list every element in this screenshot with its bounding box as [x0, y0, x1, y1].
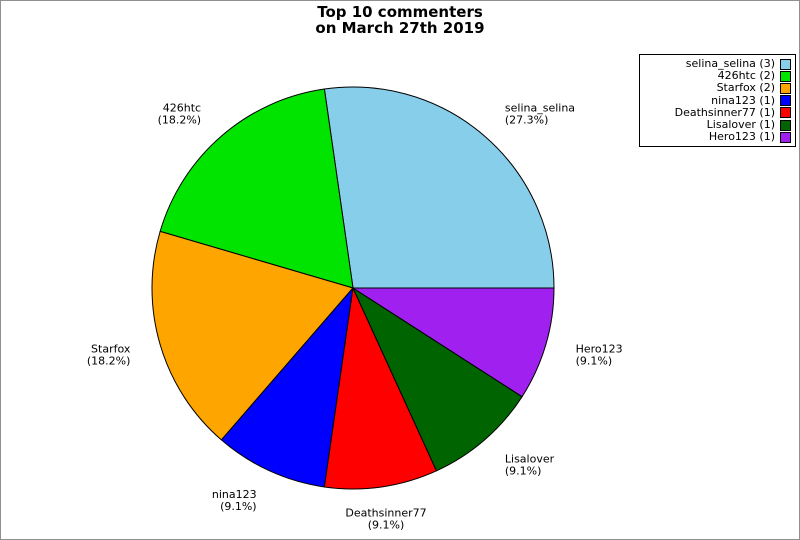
- legend-label: Starfox (2): [716, 81, 775, 95]
- legend-row-Hero123: Hero123 (1): [644, 130, 791, 144]
- slice-label-nina123: nina123 (9.1%): [212, 488, 257, 513]
- slice-label-selina_selina: selina_selina (27.3%): [505, 102, 575, 127]
- legend-label: 426htc (2): [717, 69, 775, 83]
- legend-row-Deathsinner77: Deathsinner77 (1): [644, 105, 791, 119]
- legend-row-Starfox: Starfox (2): [644, 82, 791, 94]
- slice-label-Deathsinner77: Deathsinner77 (9.1%): [345, 507, 426, 532]
- legend-label: Deathsinner77 (1): [674, 105, 775, 119]
- legend-label: Hero123 (1): [708, 130, 775, 144]
- legend-swatch-icon: [780, 119, 791, 131]
- legend-swatch-icon: [780, 58, 791, 70]
- slice-label-426htc: 426htc (18.2%): [158, 102, 202, 127]
- legend-row-426htc: 426htc (2): [644, 69, 791, 83]
- chart-title-line2: on March 27th 2019: [315, 19, 485, 37]
- chart-title-line1: Top 10 commenters: [317, 3, 483, 21]
- legend-row-Lisalover: Lisalover (1): [644, 117, 791, 131]
- legend-swatch-icon: [780, 82, 791, 94]
- pie-slice-Lisalover: [352, 287, 523, 472]
- slice-label-Lisalover: Lisalover (9.1%): [505, 452, 555, 477]
- pie-slice-nina123: [220, 287, 354, 488]
- legend-label: selina_selina (3): [685, 57, 775, 70]
- legend-row-nina123: nina123 (1): [644, 93, 791, 107]
- slice-label-Starfox: Starfox (18.2%): [87, 342, 131, 367]
- legend-label: Lisalover (1): [706, 117, 775, 131]
- legend-label: nina123 (1): [711, 93, 775, 107]
- legend-swatch-icon: [780, 131, 791, 143]
- legend-swatch-icon: [780, 70, 791, 82]
- pie-slice-426htc: [159, 88, 354, 289]
- legend: selina_selina (3) 426htc (2) Starfox (2) ni…: [639, 54, 796, 148]
- slice-label-Hero123: Hero123 (9.1%): [576, 342, 623, 367]
- legend-swatch-icon: [780, 95, 791, 107]
- legend-row-selina_selina: selina_selina (3): [644, 57, 791, 70]
- pie-slice-Starfox: [151, 230, 354, 441]
- pie-slice-Deathsinner77: [323, 287, 437, 490]
- chart-title: Top 10 commenters on March 27th 2019: [1, 4, 799, 36]
- pie-slice-selina_selina: [323, 86, 555, 289]
- pie-slice-Hero123: [352, 287, 555, 398]
- legend-swatch-icon: [780, 107, 791, 119]
